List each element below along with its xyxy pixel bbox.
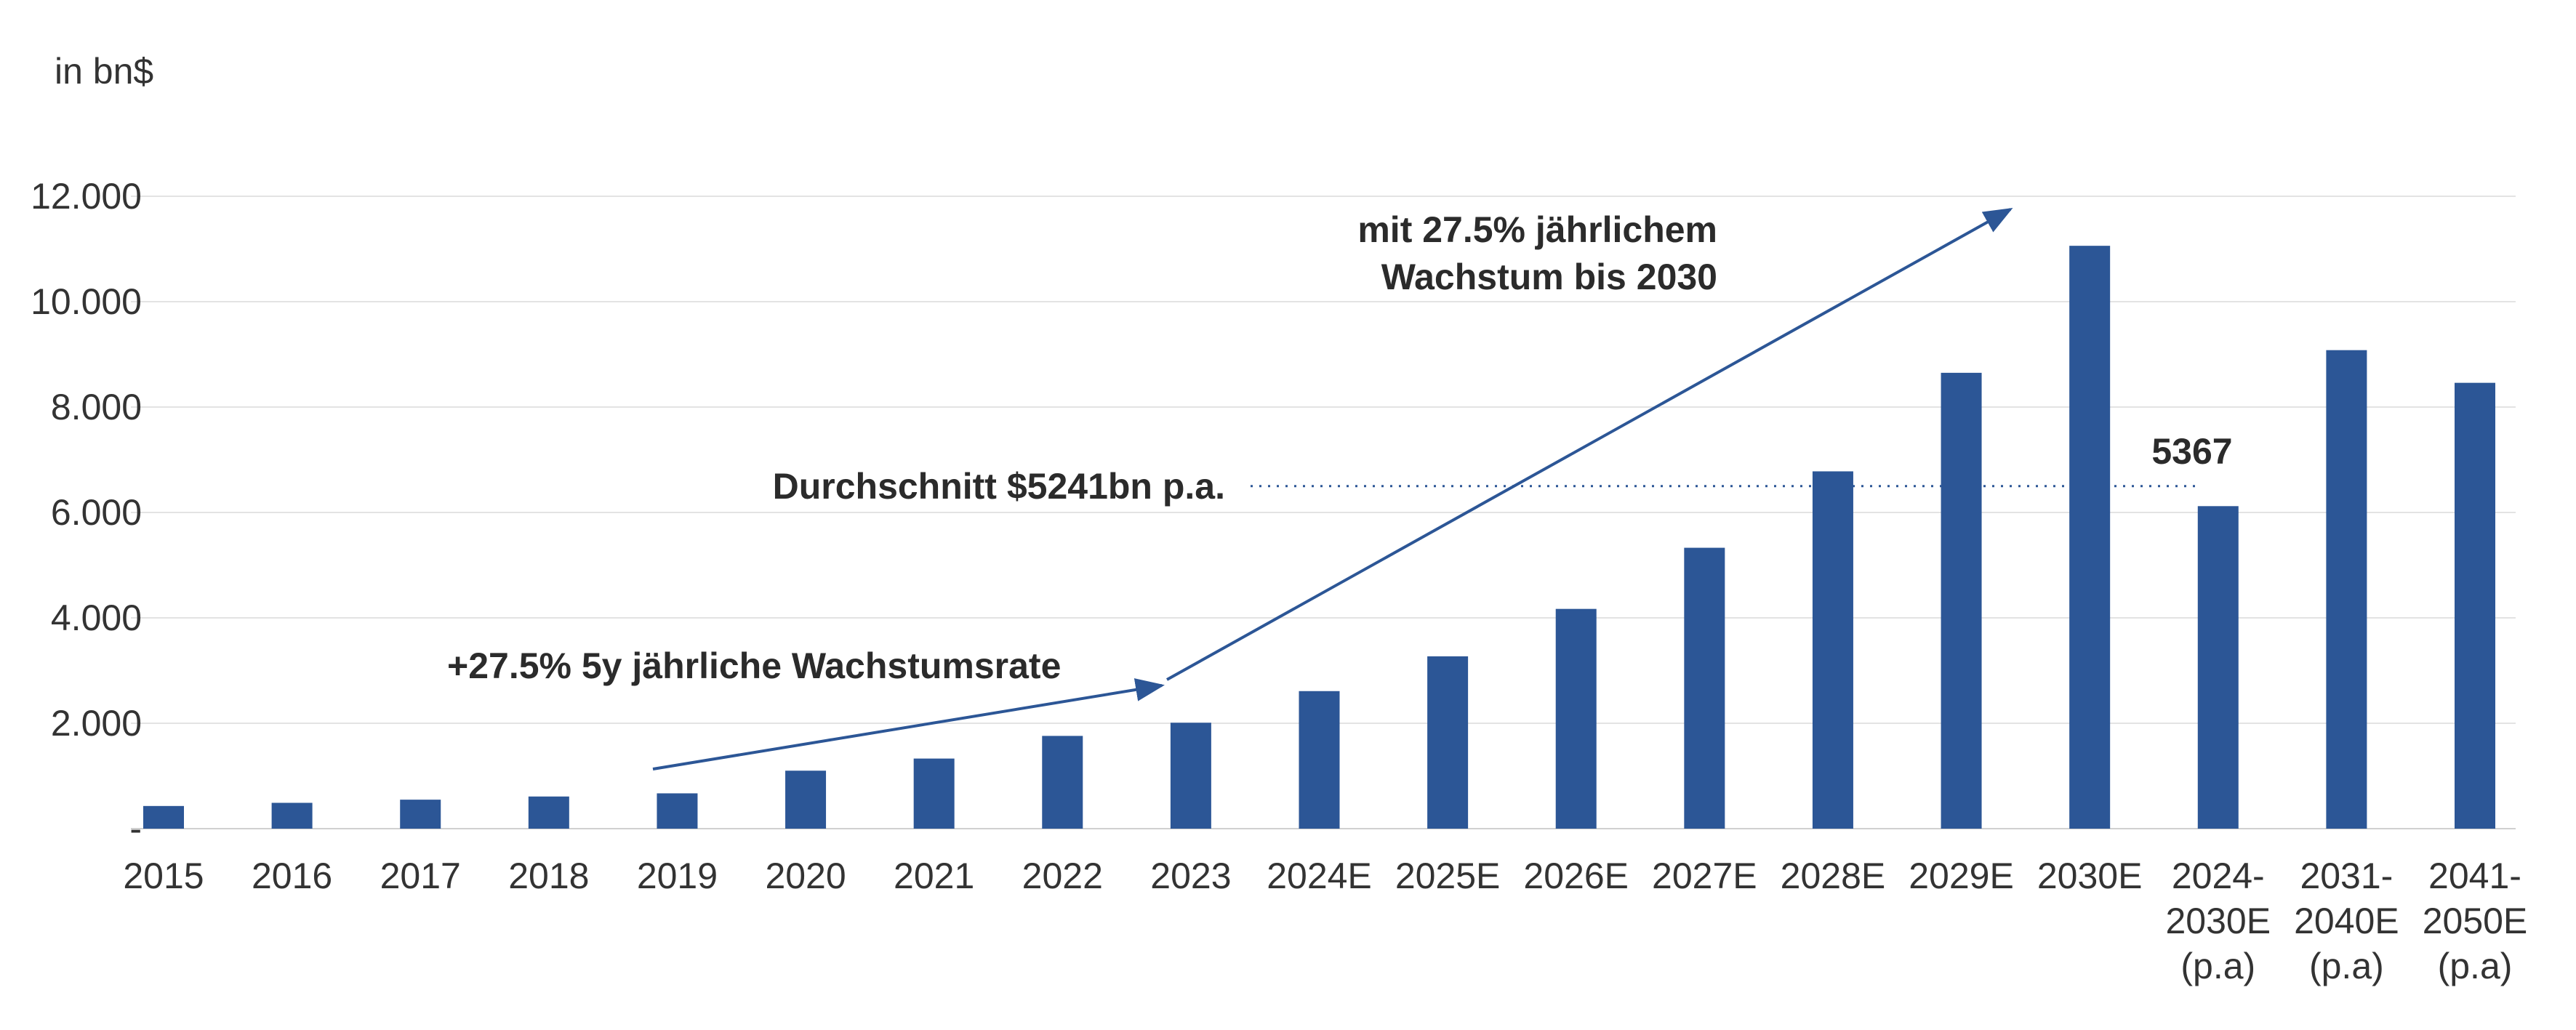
- bar: [1299, 691, 1340, 829]
- bar: [1684, 547, 1725, 829]
- bar: [657, 793, 698, 829]
- bar: [913, 758, 955, 829]
- bar: [143, 805, 184, 829]
- gridlines: [131, 196, 2516, 724]
- bar-value-label: 5367: [2151, 431, 2232, 472]
- growth-annotation-forecast-line2: Wachstum bis 2030: [1381, 257, 1717, 297]
- x-tick-label: 2020: [765, 856, 846, 896]
- bar: [1427, 656, 1469, 829]
- growth-annotation-historic: +27.5% 5y jährliche Wachstumsrate: [447, 645, 1061, 686]
- x-tick-label: 2023: [1150, 856, 1231, 896]
- x-tick-label: 2030E: [2165, 901, 2271, 941]
- x-tick-label: 2031-: [2300, 856, 2393, 896]
- x-tick-label: 2018: [508, 856, 589, 896]
- x-tick-label: 2040E: [2294, 901, 2399, 941]
- bar: [2197, 506, 2239, 829]
- y-tick-label: 6.000: [51, 492, 142, 533]
- x-tick-label: 2016: [252, 856, 332, 896]
- growth-annotation-forecast-line1: mit 27.5% jährlichem: [1357, 209, 1717, 250]
- bar: [785, 771, 827, 829]
- x-tick-label: 2050E: [2423, 901, 2528, 941]
- y-tick-label: 10.000: [31, 281, 142, 322]
- bar: [2455, 382, 2495, 829]
- bar: [1042, 736, 1083, 829]
- x-tick-label: 2028E: [1781, 856, 1886, 896]
- x-tick-label: 2030E: [2037, 856, 2143, 896]
- x-tick-label: 2024-: [2172, 856, 2265, 896]
- bar: [400, 800, 441, 829]
- bar: [2069, 246, 2111, 829]
- y-tick-label: 8.000: [51, 387, 142, 427]
- bar: [2326, 350, 2367, 829]
- x-tick-label: 2022: [1022, 856, 1103, 896]
- growth-arrow-historic: [652, 678, 1165, 771]
- x-tick-label: 2015: [123, 856, 204, 896]
- x-tick-label: 2019: [637, 856, 718, 896]
- bar: [1170, 723, 1211, 829]
- bar: [1812, 471, 1853, 829]
- bar: [528, 796, 569, 829]
- growth-arrow-forecast: [1166, 208, 2013, 681]
- bar: [271, 802, 313, 829]
- x-tick-label: 2021: [894, 856, 974, 896]
- x-tick-label: 2017: [380, 856, 461, 896]
- x-tick-label: 2029E: [1909, 856, 2014, 896]
- x-tick-label: 2024E: [1267, 856, 1372, 896]
- y-tick-label: 4.000: [51, 598, 142, 638]
- x-tick-label: 2025E: [1395, 856, 1501, 896]
- x-tick-label: 2041-: [2428, 856, 2521, 896]
- bar: [1555, 608, 1597, 829]
- y-axis-label: in bn$: [55, 51, 153, 92]
- x-tick-label: 2027E: [1652, 856, 1757, 896]
- average-label: Durchschnitt $5241bn p.a.: [773, 466, 1225, 507]
- x-tick-label: (p.a): [2309, 946, 2384, 986]
- y-tick-label: 2.000: [51, 703, 142, 744]
- x-tick-label: (p.a): [2438, 946, 2513, 986]
- x-tick-label: (p.a): [2180, 946, 2255, 986]
- bar: [1941, 372, 1982, 829]
- bars: [143, 246, 2495, 829]
- x-axis-ticks: 2015 2016 2017 2018 2019 2020 2021 2022 2023 2024…: [123, 856, 2527, 986]
- y-tick-label: 12.000: [31, 176, 142, 217]
- x-tick-label: 2026E: [1523, 856, 1629, 896]
